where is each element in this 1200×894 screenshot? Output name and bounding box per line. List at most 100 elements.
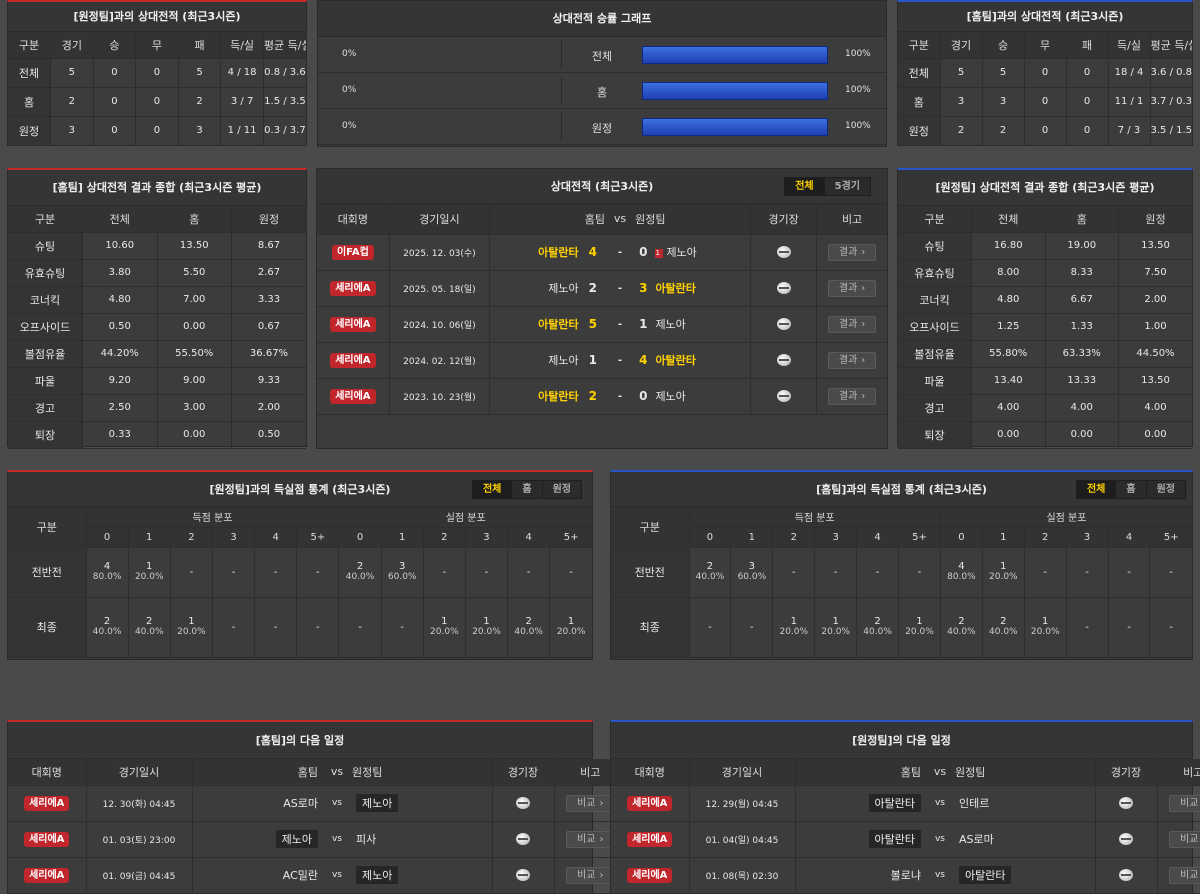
percent: 20.0%	[556, 627, 586, 637]
schedule-row[interactable]: 세리에A 01. 03(토) 23:00 제노아 vs 피사 비교 ›	[8, 821, 626, 858]
stadium-icon[interactable]	[776, 318, 791, 330]
cell-value: 0.50	[82, 313, 158, 341]
cell-value: 0	[1066, 87, 1109, 117]
away-team-cell: 1 제노아	[635, 306, 751, 343]
competition-badge: 세리에A	[24, 867, 70, 883]
tab-all[interactable]: 전체	[785, 178, 825, 195]
column-header: 경기장	[492, 759, 555, 786]
conceded-cell: 1 20.0%	[549, 597, 592, 658]
result-button[interactable]: 결과 ›	[828, 351, 877, 369]
count: -	[358, 621, 362, 633]
result-button[interactable]: 결과 ›	[828, 315, 877, 333]
away-team-cell: 4 아탈란타	[635, 342, 751, 379]
tab-home[interactable]: 홈	[512, 481, 543, 498]
cell-value: 0.8 / 3.6	[263, 58, 306, 88]
result-button[interactable]: 결과 ›	[828, 279, 877, 297]
tab-home[interactable]: 홈	[1116, 481, 1147, 498]
column-header: 홈팀	[795, 759, 925, 786]
stadium-icon[interactable]	[776, 246, 791, 258]
scored-cell: 2 40.0%	[689, 547, 732, 598]
count: -	[316, 566, 320, 578]
match-row[interactable]: 세리에A 2024. 02. 12(월) 제노아 1-4 아탈란타 결과 ›	[317, 342, 887, 379]
stadium-icon[interactable]	[1119, 869, 1133, 881]
win-rate-bar	[642, 46, 828, 64]
count: -	[273, 621, 278, 633]
scored-cell: -	[856, 547, 900, 598]
table-row: 코너킥 4.80 6.67 2.00	[898, 286, 1192, 314]
column-header: 홈	[1045, 206, 1119, 233]
compare-button[interactable]: 비교›	[1169, 794, 1200, 812]
stadium-icon[interactable]	[776, 390, 791, 402]
compare-button[interactable]: 비교›	[566, 830, 615, 848]
stadium-icon[interactable]	[776, 354, 791, 366]
cell-value: 1.5 / 3.5	[263, 87, 306, 117]
cell-value: 5	[940, 58, 983, 88]
cell-value: 3.5 / 1.5	[1150, 116, 1192, 146]
table-row: 유효슈팅 8.00 8.33 7.50	[898, 259, 1192, 287]
column-header: 구분	[898, 206, 972, 233]
cell-value: 7.50	[1118, 259, 1192, 287]
count: -	[231, 566, 236, 578]
graph-label: 홈	[596, 86, 608, 99]
cell-value: 0.50	[231, 421, 306, 449]
stadium-icon[interactable]	[516, 833, 530, 845]
tab-away[interactable]: 원정	[552, 484, 571, 495]
compare-button[interactable]: 비교›	[1169, 830, 1200, 848]
match-row[interactable]: 세리에A 2023. 10. 23(월) 아탈란타 2-0 제노아 결과 ›	[317, 378, 887, 415]
header-row: 구분 득점 분포 실점 분포	[8, 507, 592, 548]
match-row[interactable]: 세리에A 2025. 05. 18(일) 제노아 2-3 아탈란타 결과 ›	[317, 270, 887, 307]
result-button[interactable]: 결과 ›	[828, 387, 877, 405]
bucket-header: 0	[86, 527, 129, 548]
column-header: 득/실	[220, 32, 264, 59]
goal-stats-tabs: 전체 홈 원정	[471, 480, 582, 499]
tab-away[interactable]: 원정	[1156, 484, 1175, 495]
count: 4	[103, 561, 111, 572]
venue-cell	[750, 378, 818, 415]
stadium-icon[interactable]	[776, 282, 791, 294]
graph-label: 전체	[591, 50, 613, 63]
schedule-row[interactable]: 세리에A 01. 09(금) 04:45 AC밀란 vs 제노아 비교 ›	[8, 857, 626, 894]
panel-title-text: [원정팀]과의 득실점 통계 (최근3시즌)	[209, 483, 391, 496]
table-row: 볼점유율 44.20% 55.50% 36.67%	[8, 340, 306, 368]
compare-button[interactable]: 비교›	[1169, 866, 1200, 884]
table-row: 파울 13.40 13.33 13.50	[898, 367, 1192, 395]
right-percent: 100%	[845, 85, 871, 95]
scored-cell: 1 20.0%	[814, 597, 858, 658]
stadium-icon[interactable]	[1119, 797, 1133, 809]
row-label: 볼점유율	[898, 340, 972, 368]
tab-all[interactable]: 전체	[472, 481, 513, 498]
compare-button[interactable]: 비교›	[566, 794, 615, 812]
goal-stats-table: 구분 득점 분포 실점 분포 0 1 2 3 4 5+ 0 1 2 3 4 5+ 전반전 4 80.0% 1 20.0…	[8, 507, 592, 658]
venue-cell	[750, 306, 818, 343]
result-button[interactable]: 결과 ›	[828, 243, 877, 261]
home-team-name: 아탈란타	[538, 246, 579, 259]
away-team-cell: 0 제노아	[635, 378, 751, 415]
scored-cell: -	[296, 547, 340, 598]
stadium-icon[interactable]	[516, 869, 530, 881]
compare-button[interactable]: 비교›	[566, 866, 615, 884]
away-team-name: 제노아	[655, 318, 686, 331]
stadium-icon[interactable]	[1119, 833, 1133, 845]
stadium-icon[interactable]	[516, 797, 530, 809]
panel-title: [홈팀]의 다음 일정	[8, 722, 592, 759]
match-row[interactable]: 세리에A 2024. 10. 06(일) 아탈란타 5-1 제노아 결과 ›	[317, 306, 887, 343]
vs-label: vs	[925, 821, 955, 858]
home-team-cell: 제노아	[192, 821, 322, 858]
count: 3	[398, 561, 406, 572]
schedule-row[interactable]: 세리에A 12. 30(화) 04:45 AS로마 vs 제노아 비교 ›	[8, 785, 626, 822]
graph-row: 0% 홈 100%	[318, 73, 886, 109]
note-cell: 결과 ›	[816, 234, 887, 271]
percent: 60.0%	[387, 572, 417, 582]
match-row[interactable]: 이FA컵 2025. 12. 03(수) 아탈란타 4-0 1 제노아 결과 ›	[317, 234, 887, 271]
tab-all[interactable]: 전체	[1076, 481, 1117, 498]
row-label: 최종	[8, 597, 87, 658]
cell-value: 9.33	[231, 367, 306, 395]
scored-cell: -	[730, 597, 774, 658]
table-row: 오프사이드 1.25 1.33 1.00	[898, 313, 1192, 341]
match-date: 2023. 10. 23(월)	[389, 378, 491, 415]
away-team-name: 제노아	[356, 866, 399, 884]
tab-5-games[interactable]: 5경기	[834, 181, 860, 192]
